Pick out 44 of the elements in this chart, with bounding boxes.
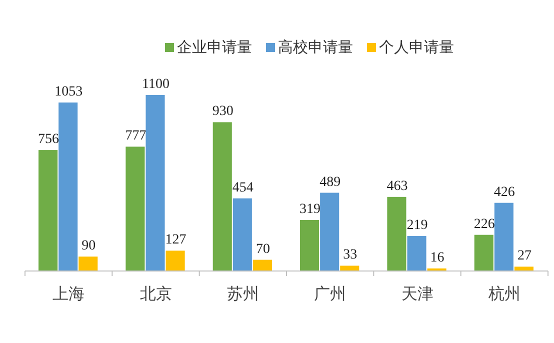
- data-label: 1053: [54, 84, 83, 100]
- x-tick-label: 北京: [140, 285, 172, 303]
- data-label: 127: [165, 232, 186, 248]
- legend-label: 企业申请量: [177, 39, 252, 56]
- data-label: 319: [300, 202, 321, 217]
- data-label: 219: [406, 218, 428, 233]
- bar: [212, 122, 232, 271]
- x-tick-label: 杭州: [487, 285, 520, 303]
- bar: [387, 196, 406, 271]
- x-tick-label: 上海: [52, 285, 85, 303]
- data-label: 27: [517, 248, 532, 264]
- bar: [166, 250, 185, 271]
- x-tick-label: 广州: [314, 285, 346, 303]
- bar: [320, 192, 340, 271]
- data-label: 930: [212, 104, 234, 120]
- bar: [38, 150, 58, 271]
- bar: [514, 266, 534, 271]
- data-label: 90: [82, 238, 96, 254]
- data-label: 70: [256, 242, 270, 257]
- bar: [407, 236, 426, 271]
- x-tick-label: 天津: [401, 285, 434, 303]
- bar: [340, 266, 360, 271]
- legend-label: 个人申请量: [379, 39, 454, 56]
- bar: [126, 146, 145, 271]
- bar: [494, 202, 514, 271]
- data-label: 426: [494, 184, 515, 200]
- data-label: 16: [430, 250, 444, 266]
- data-label: 33: [343, 248, 358, 263]
- bar: [146, 95, 165, 271]
- data-label: 226: [474, 216, 495, 232]
- data-label: 463: [386, 178, 408, 194]
- data-label: 454: [232, 180, 254, 196]
- bar: [78, 256, 98, 271]
- x-tick-label: 苏州: [226, 285, 259, 303]
- bar: [252, 260, 272, 271]
- bar: [232, 198, 252, 271]
- data-label: 777: [125, 128, 146, 144]
- bar: [300, 220, 320, 271]
- legend-label: 高校申请量: [278, 39, 353, 56]
- data-label: 1100: [142, 77, 170, 92]
- data-label: 489: [320, 174, 341, 190]
- bar: [58, 102, 78, 271]
- data-label: 756: [38, 132, 60, 148]
- bar: [474, 234, 494, 271]
